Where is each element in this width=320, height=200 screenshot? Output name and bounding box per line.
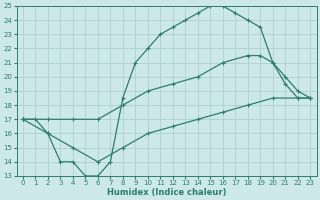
X-axis label: Humidex (Indice chaleur): Humidex (Indice chaleur) xyxy=(107,188,226,197)
